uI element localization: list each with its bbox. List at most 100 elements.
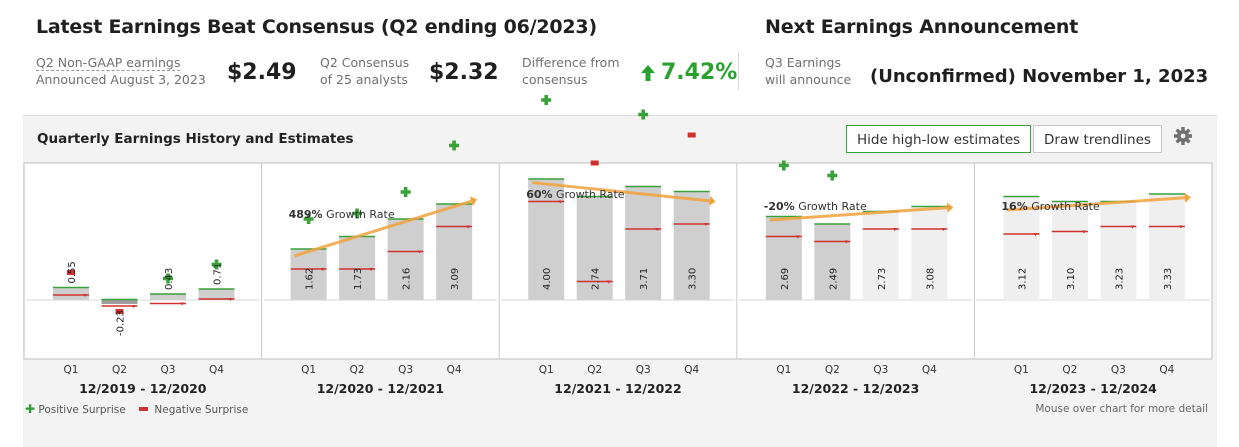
value-label: 2.16	[402, 268, 413, 290]
growth-rate-label: -20% Growth Rate	[764, 200, 867, 213]
quarter-label: Q3	[873, 364, 888, 376]
low-estimate-tick	[131, 305, 136, 308]
low-estimate-tick	[1081, 230, 1086, 234]
growth-rate-label: 60% Growth Rate	[526, 188, 625, 201]
estimate-bar	[1148, 194, 1185, 300]
year-range-label: 12/2023 - 12/2024	[1029, 381, 1157, 396]
estimate-bar	[1051, 201, 1088, 300]
year-range-label: 12/2021 - 12/2022	[554, 381, 681, 396]
estimate-bar	[814, 224, 851, 300]
growth-rate-label: 16% Growth Rate	[1001, 200, 1100, 213]
year-group: 1.62 Q1 1.73 Q2 2.16 Q3 3.09 Q4 489% Growth Rate…	[261, 140, 498, 396]
estimate-bar	[198, 289, 235, 300]
low-estimate-tick	[1178, 225, 1183, 229]
value-label: -0.23	[116, 310, 127, 336]
year-group: 2.69 Q1 2.49 Q2 2.73 Q3 3.08 Q4 -20% Growth Rate…	[736, 160, 973, 396]
low-estimate-tick	[558, 200, 563, 204]
year-group: 4.00 Q1 2.74 Q2 3.71 Q3 3.30 Q4 60% Growth Rate 1…	[498, 95, 735, 396]
low-estimate-tick	[1033, 233, 1038, 236]
next-earnings-label-line1: Q3 Earnings	[765, 55, 842, 70]
quarter-label: Q3	[161, 364, 176, 376]
estimate-bar	[625, 186, 662, 300]
trendline-arrow	[469, 196, 478, 206]
trendline-arrow	[709, 195, 716, 206]
legend-positive-label: Positive Surprise	[38, 404, 126, 416]
consensus-value: $2.32	[429, 60, 499, 85]
nongaap-label: Q2 Non-GAAP earnings Announced August 3,…	[36, 54, 206, 88]
positive-surprise-marker	[638, 109, 649, 120]
hide-high-low-button[interactable]: Hide high-low estimates	[846, 125, 1032, 153]
next-earnings-date: (Unconfirmed) November 1, 2023	[870, 66, 1209, 87]
value-label: 3.09	[450, 268, 461, 290]
value-label: 4.00	[542, 268, 553, 290]
difference-label-line2: consensus	[522, 72, 588, 87]
value-label: 3.10	[1066, 268, 1077, 290]
year-range-label: 12/2019 - 12/2020	[79, 381, 207, 396]
difference-label: Difference from consensus	[522, 54, 620, 88]
estimate-bar	[53, 287, 89, 300]
quarter-label: Q3	[1111, 364, 1126, 376]
page-title: Latest Earnings Beat Consensus (Q2 endin…	[36, 16, 597, 38]
value-label: 2.74	[591, 268, 602, 290]
estimate-bar	[1100, 201, 1137, 300]
next-earnings-label: Q3 Earnings will announce	[765, 54, 851, 88]
trendline-arrow	[946, 202, 954, 213]
positive-surprise-marker	[303, 214, 314, 224]
quarter-label: Q2	[587, 364, 602, 376]
value-label: 3.08	[925, 268, 936, 290]
low-estimate-tick	[703, 223, 708, 226]
negative-surprise-marker	[590, 160, 599, 166]
value-label: 2.49	[828, 268, 839, 290]
low-estimate-tick	[83, 294, 87, 297]
positive-surprise-marker	[352, 208, 363, 219]
nongaap-value: $2.49	[227, 60, 297, 85]
positive-surprise-marker	[163, 273, 173, 284]
estimate-bar	[765, 216, 802, 300]
nongaap-label-line2: Announced August 3, 2023	[36, 72, 206, 87]
arrow-up-icon	[640, 62, 656, 84]
low-estimate-tick	[655, 228, 660, 231]
consensus-label-line1: Q2 Consensus	[320, 55, 410, 70]
difference-value: 7.42%	[661, 60, 738, 85]
quarter-label: Q3	[398, 364, 413, 376]
legend-negative-label: Negative Surprise	[154, 404, 249, 416]
positive-surprise-marker	[449, 140, 460, 151]
low-estimate-tick	[180, 302, 184, 306]
low-estimate-tick	[606, 280, 611, 284]
quarter-label: Q4	[447, 364, 462, 376]
legend: ✚ Positive Surprise Negative Surprise	[25, 402, 248, 416]
quarter-label: Q1	[64, 364, 79, 376]
value-label: 0.55	[67, 261, 78, 283]
draw-trendlines-button[interactable]: Draw trendlines	[1033, 125, 1162, 153]
value-label: 3.23	[1114, 268, 1125, 290]
positive-surprise-marker	[400, 187, 411, 197]
trendline-arrow	[1184, 192, 1191, 203]
positive-surprise-icon: ✚	[25, 402, 36, 416]
negative-surprise-marker	[115, 309, 124, 314]
estimate-bar	[1003, 196, 1040, 300]
quarter-label: Q2	[1062, 364, 1077, 376]
chart-hint: Mouse over chart for more detail	[1035, 403, 1208, 415]
value-label: 1.73	[353, 268, 364, 290]
quarter-label: Q1	[776, 364, 791, 376]
quarter-label: Q2	[825, 364, 840, 376]
next-earnings-label-line2: will announce	[765, 72, 852, 87]
negative-surprise-marker	[687, 132, 696, 138]
header-divider	[738, 52, 739, 90]
panel-title: Quarterly Earnings History and Estimates	[37, 131, 354, 147]
estimate-bar	[290, 249, 327, 300]
trendline	[294, 199, 472, 258]
value-label: 2.73	[877, 268, 888, 290]
low-estimate-tick	[1130, 225, 1135, 229]
trendline	[532, 181, 710, 203]
low-estimate-tick	[892, 228, 897, 231]
positive-surprise-marker	[211, 259, 222, 270]
estimate-bar	[528, 179, 565, 300]
gear-icon[interactable]	[1173, 126, 1193, 146]
low-estimate-tick	[369, 268, 374, 271]
positive-surprise-marker	[778, 160, 789, 171]
difference-label-line1: Difference from	[522, 55, 620, 70]
estimate-bar	[150, 294, 186, 300]
